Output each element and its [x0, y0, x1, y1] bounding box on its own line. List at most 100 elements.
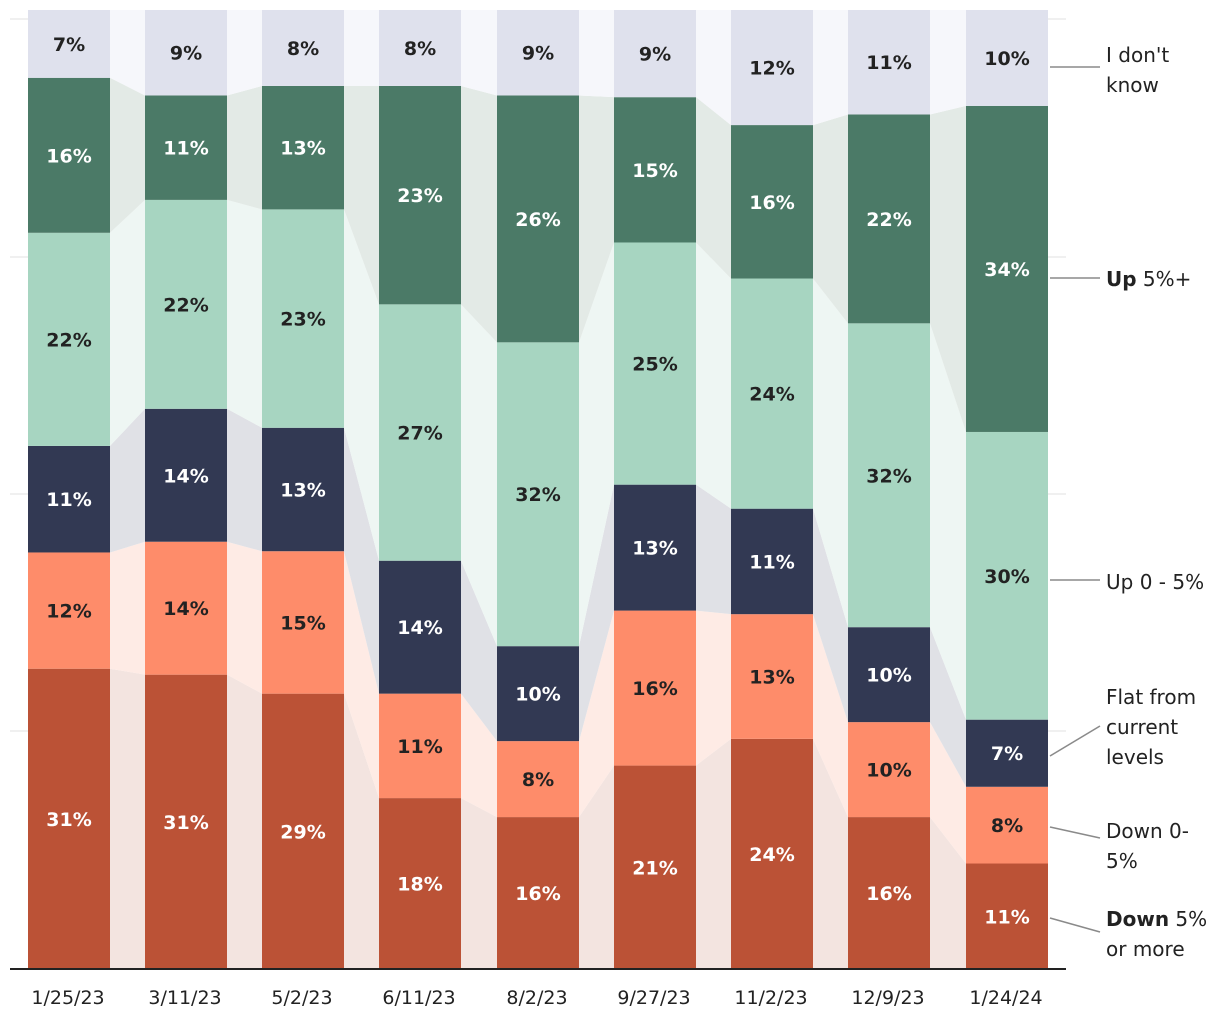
bar-up0 — [614, 242, 696, 485]
data-label: 10% — [984, 48, 1029, 70]
band-dontknow — [461, 10, 497, 96]
legend-entry-flat: Flat from current levels — [1106, 685, 1196, 769]
data-label: 12% — [46, 601, 91, 623]
data-label: 32% — [515, 484, 560, 506]
bar-dontknow — [731, 10, 813, 126]
legend-line: I don't — [1106, 43, 1169, 67]
bar-up5 — [379, 85, 461, 305]
data-label: 11% — [984, 906, 1029, 928]
band-down5 — [813, 738, 848, 969]
band-dontknow — [579, 10, 614, 98]
x-tick-label: 12/9/23 — [851, 987, 924, 1009]
bar-up5 — [966, 105, 1048, 432]
legend-line: levels — [1106, 745, 1164, 769]
data-label: 12% — [749, 58, 794, 80]
bar-flat — [379, 560, 461, 694]
data-label: 8% — [522, 769, 554, 791]
data-label: 11% — [46, 489, 91, 511]
data-label: 9% — [522, 43, 554, 65]
data-label: 15% — [632, 160, 677, 182]
data-label: 16% — [515, 883, 560, 905]
bar-up0 — [966, 431, 1048, 720]
data-label: 22% — [46, 329, 91, 351]
bar-down0 — [145, 541, 227, 675]
segment-labels: 31% 12% 11% 22% 16% 7% 31% 14% 14% 22% 11% 9% 29% 15%… — [46, 34, 1029, 928]
bar-down5 — [28, 668, 110, 969]
band-flat — [110, 408, 145, 553]
data-label: 10% — [866, 760, 911, 782]
bar-up5 — [262, 85, 344, 210]
bar-dontknow — [966, 10, 1048, 106]
band-up0 — [813, 278, 848, 628]
bar-down5 — [497, 817, 579, 969]
legend-leader-line — [1049, 725, 1101, 757]
data-label: 31% — [163, 812, 208, 834]
band-down5 — [461, 798, 497, 969]
band-dontknow — [930, 10, 966, 115]
data-label: 22% — [866, 209, 911, 231]
band-up0 — [579, 242, 614, 647]
bar-down5 — [848, 817, 930, 969]
bar-flat — [145, 408, 227, 542]
legend-entry-down5: Down 5% or more — [1106, 907, 1207, 961]
band-dontknow — [110, 10, 145, 96]
data-label: 26% — [515, 209, 560, 231]
band-down0 — [696, 610, 731, 766]
bar-up0 — [379, 304, 461, 561]
data-label: 24% — [749, 844, 794, 866]
band-flat — [579, 484, 614, 742]
bar-down5 — [262, 693, 344, 969]
data-label: 31% — [46, 809, 91, 831]
data-label: 10% — [866, 665, 911, 687]
data-label: 34% — [984, 259, 1029, 281]
legend-entry-up0: Up 0 - 5% — [1106, 570, 1204, 594]
bar-up0 — [497, 342, 579, 647]
band-down5 — [227, 674, 262, 969]
band-up0 — [227, 199, 262, 428]
band-flat — [813, 508, 848, 723]
band-up5 — [579, 95, 614, 343]
band-flat — [344, 427, 379, 694]
x-tick-label: 9/27/23 — [617, 987, 690, 1009]
x-tick-label: 11/2/23 — [734, 987, 807, 1009]
data-label: 8% — [404, 38, 436, 60]
data-label: 32% — [866, 465, 911, 487]
data-label: 9% — [639, 44, 671, 66]
bar-up5 — [731, 125, 813, 279]
bar-down5 — [145, 674, 227, 969]
bar-dontknow — [614, 10, 696, 98]
bar-down5 — [966, 863, 1048, 969]
bar-dontknow — [848, 10, 930, 115]
legend-line: Down 0- — [1106, 819, 1189, 843]
band-down0 — [930, 722, 966, 864]
data-label: 14% — [397, 617, 442, 639]
x-tick-labels: 1/25/23 3/11/23 5/2/23 6/11/23 8/2/23 9/27/23… — [31, 987, 1042, 1009]
band-flat — [227, 408, 262, 552]
legend-line: Flat from — [1106, 685, 1196, 709]
data-label: 13% — [280, 138, 325, 160]
data-label: 27% — [397, 423, 442, 445]
legend-entry-dontknow: I don't know — [1106, 43, 1169, 97]
bar-up0 — [848, 323, 930, 628]
bar-flat — [28, 445, 110, 553]
bar-dontknow — [145, 10, 227, 96]
data-label: 8% — [991, 815, 1023, 837]
x-tick-label: 3/11/23 — [148, 987, 221, 1009]
bar-down0 — [731, 614, 813, 739]
data-label: 13% — [280, 480, 325, 502]
band-down5 — [930, 817, 966, 969]
data-label: 7% — [991, 743, 1023, 765]
legend-rest-part: 5% — [1169, 907, 1207, 931]
data-label: 30% — [984, 566, 1029, 588]
data-label: 15% — [280, 612, 325, 634]
band-down0 — [110, 541, 145, 675]
band-dontknow — [813, 10, 848, 126]
data-label: 23% — [280, 309, 325, 331]
data-label: 14% — [163, 465, 208, 487]
data-label: 11% — [866, 52, 911, 74]
bar-down5 — [614, 765, 696, 969]
legend-line: know — [1106, 73, 1159, 97]
band-flat — [930, 627, 966, 787]
